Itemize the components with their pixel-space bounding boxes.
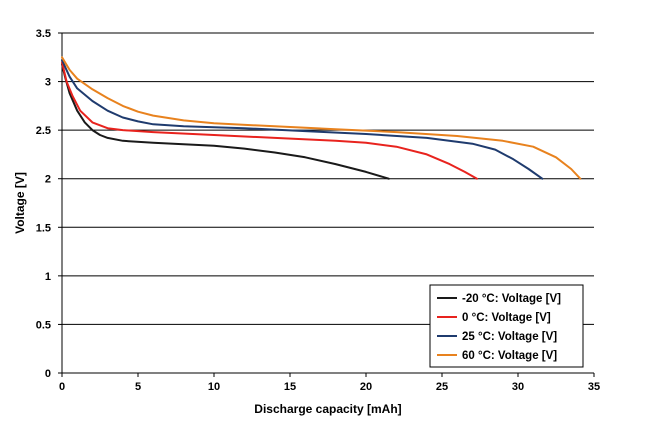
series-line-1	[61, 61, 478, 180]
series-line-2	[61, 59, 544, 180]
x-tick-label-5: 25	[436, 381, 448, 393]
x-tick-label-3: 15	[284, 381, 296, 393]
legend-label-1: 0 °C: Voltage [V]	[462, 312, 551, 324]
series-line-0	[61, 63, 390, 180]
x-tick-label-0: 0	[59, 381, 65, 393]
x-axis-title: Discharge capacity [mAh]	[254, 402, 401, 416]
legend: -20 °C: Voltage [V] 0 °C: Voltage [V] 25 °…	[429, 284, 584, 368]
legend-label-3: 60 °C: Voltage [V]	[462, 350, 557, 362]
y-tick-label-5: 2.5	[36, 125, 51, 137]
y-tick-label-4: 2	[45, 174, 51, 186]
legend-label-0: -20 °C: Voltage [V]	[462, 293, 561, 305]
y-tick-label-1: 0.5	[36, 319, 51, 331]
tick-label-layer: 0 0.5 1 1.5 2 2.5 3 3.5 0 5 10 15 20 25 30 35	[36, 28, 600, 393]
x-tick-label-6: 30	[512, 381, 524, 393]
y-tick-label-6: 3	[45, 77, 51, 89]
y-axis-title: Voltage [V]	[13, 172, 27, 234]
y-tick-label-7: 3.5	[36, 28, 51, 40]
x-tick-label-2: 10	[208, 381, 220, 393]
legend-label-2: 25 °C: Voltage [V]	[462, 331, 557, 343]
y-tick-label-2: 1	[45, 271, 51, 283]
grid-layer	[62, 32, 594, 325]
x-tick-label-4: 20	[360, 381, 372, 393]
series-line-3	[61, 56, 582, 180]
x-tick-label-7: 35	[588, 381, 600, 393]
axis-layer	[58, 32, 595, 377]
series-layer	[61, 56, 582, 180]
y-tick-label-0: 0	[45, 368, 51, 380]
y-tick-label-3: 1.5	[36, 222, 51, 234]
x-tick-label-1: 5	[135, 381, 141, 393]
